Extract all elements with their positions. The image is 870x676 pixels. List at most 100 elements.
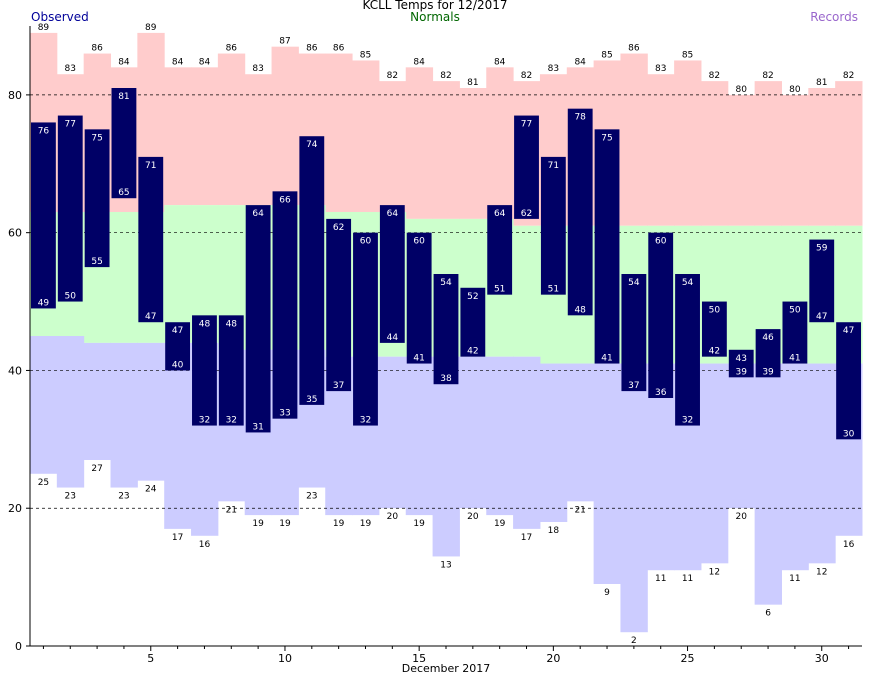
record-low-label: 9 (604, 588, 610, 598)
record-high-bar (486, 67, 514, 219)
observed-low-label: 31 (252, 422, 263, 432)
observed-low-label: 47 (145, 312, 156, 322)
record-low-bar (137, 342, 165, 481)
record-low-bar (539, 363, 568, 522)
observed-high-label: 60 (413, 237, 425, 247)
record-high-label: 89 (38, 23, 50, 33)
observed-bar (326, 218, 352, 392)
observed-low-label: 65 (118, 188, 129, 198)
observed-high-label: 64 (494, 209, 506, 219)
observed-high-label: 74 (306, 140, 318, 150)
observed-high-label: 52 (467, 292, 478, 302)
record-high-bar (781, 94, 809, 226)
y-tick-label: 0 (15, 640, 22, 653)
record-low-label: 17 (521, 533, 532, 543)
y-tick-label: 40 (8, 364, 22, 377)
observed-low-label: 37 (333, 381, 344, 391)
observed-low-label: 51 (494, 285, 505, 295)
observed-bars-layer (31, 88, 861, 440)
record-high-bar (378, 81, 407, 212)
record-high-bar (191, 67, 219, 206)
record-low-label: 21 (226, 505, 237, 515)
record-high-label: 86 (91, 44, 103, 54)
observed-low-label: 38 (440, 374, 452, 384)
observed-bar (701, 301, 727, 357)
observed-high-label: 54 (682, 278, 694, 288)
observed-low-label: 50 (65, 292, 77, 302)
record-low-bar (164, 342, 192, 529)
record-high-label: 83 (252, 64, 263, 74)
x-tick-label: 15 (412, 652, 426, 665)
record-low-bar (486, 356, 514, 516)
observed-high-label: 60 (655, 237, 667, 247)
record-low-label: 11 (655, 574, 666, 584)
observed-low-label: 41 (601, 354, 612, 364)
observed-bar (621, 274, 647, 392)
observed-high-label: 48 (226, 319, 238, 329)
observed-bar (487, 205, 513, 295)
record-high-label: 86 (333, 44, 345, 54)
record-low-label: 11 (789, 574, 800, 584)
record-low-bar (459, 356, 487, 509)
observed-low-label: 42 (709, 347, 720, 357)
observed-bar (57, 115, 83, 302)
observed-bar (165, 322, 191, 371)
observed-bar (755, 329, 781, 378)
observed-bar (460, 287, 486, 357)
observed-high-label: 77 (65, 120, 76, 130)
record-low-label: 24 (145, 485, 157, 495)
y-tick-label: 80 (8, 89, 22, 102)
record-low-label: 16 (199, 540, 211, 550)
x-tick-label: 5 (147, 652, 154, 665)
observed-high-label: 46 (762, 333, 774, 343)
record-low-label: 6 (765, 609, 771, 619)
record-high-label: 82 (843, 71, 854, 81)
observed-high-label: 50 (789, 306, 801, 316)
observed-bar (836, 322, 861, 440)
record-low-bar (620, 363, 648, 633)
normal-range-bar (110, 212, 138, 343)
observed-low-label: 49 (38, 298, 50, 308)
record-high-bar (325, 53, 353, 212)
observed-bar (84, 129, 110, 268)
legend-observed: Observed (31, 10, 89, 24)
record-high-label: 83 (65, 64, 76, 74)
observed-low-label: 48 (574, 305, 586, 315)
record-low-bar (56, 336, 85, 488)
observed-bar (192, 315, 217, 426)
record-low-label: 19 (413, 519, 425, 529)
record-low-label: 11 (682, 574, 693, 584)
observed-bar (245, 205, 271, 433)
observed-bar (809, 239, 835, 323)
record-low-layer (30, 336, 863, 633)
observed-low-label: 33 (279, 409, 290, 419)
observed-bar (728, 349, 754, 378)
observed-high-label: 43 (735, 354, 746, 364)
axes: 0 20 40 60 80 5 10 15 20 25 30 December 2017 (8, 26, 862, 675)
record-high-label: 84 (118, 57, 130, 67)
record-low-bar (781, 363, 809, 571)
record-low-bar (566, 363, 595, 502)
record-low-label: 19 (279, 519, 291, 529)
record-low-bar (808, 363, 836, 564)
record-high-bar (647, 74, 675, 226)
record-high-label: 89 (145, 23, 157, 33)
observed-bar (567, 108, 593, 316)
observed-high-label: 71 (145, 161, 156, 171)
record-low-label: 19 (494, 519, 506, 529)
normal-range-bar (727, 225, 756, 364)
record-low-bar (30, 336, 58, 474)
record-high-bar (459, 88, 487, 219)
chart-title: KCLL Temps for 12/2017 (362, 0, 508, 12)
y-tick-label: 60 (8, 227, 22, 240)
record-high-bar (700, 81, 729, 226)
record-low-bar (83, 342, 112, 460)
x-axis-label: December 2017 (402, 662, 491, 675)
observed-high-label: 50 (709, 306, 721, 316)
record-high-bar (217, 53, 246, 206)
record-high-label: 86 (306, 44, 318, 54)
observed-low-label: 44 (387, 333, 399, 343)
observed-low-label: 32 (360, 416, 371, 426)
observed-high-label: 75 (601, 133, 612, 143)
